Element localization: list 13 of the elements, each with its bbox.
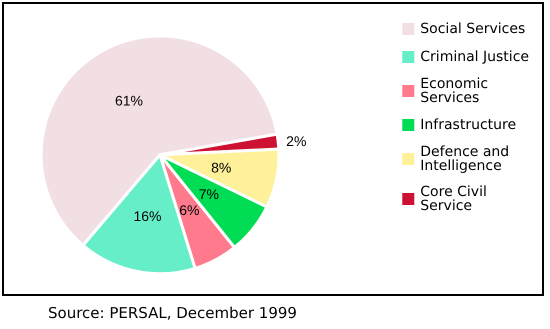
data-label: 7% <box>198 186 219 202</box>
legend-label: Infrastructure <box>420 117 516 133</box>
legend-label: Social Services <box>420 21 526 37</box>
data-label: 6% <box>179 202 200 218</box>
data-label: 61% <box>114 92 143 109</box>
legend-label: Core Civil Service <box>420 184 492 214</box>
legend-label: Defence and Intelligence <box>420 144 514 174</box>
data-label: 8% <box>211 159 232 176</box>
legend-label: Criminal Justice <box>420 49 530 65</box>
data-label: 16% <box>133 208 162 224</box>
source-note: Source: PERSAL, December 1999 <box>48 304 297 322</box>
data-label: 2% <box>286 133 306 150</box>
legend-label: Economic Services <box>420 76 493 106</box>
